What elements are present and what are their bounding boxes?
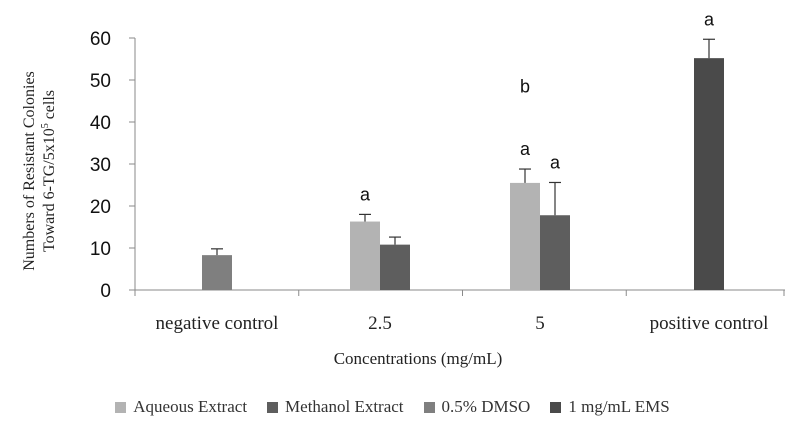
x-tick-label: 5 [535,313,545,334]
y-axis-label: Numbers of Resistant Colonies Toward 6-TG… [21,71,58,271]
y-tick-label: 60 [90,29,111,50]
y-tick-label: 10 [90,239,111,260]
bar [202,255,232,290]
legend-item: Aqueous Extract [115,397,247,417]
legend-item: Methanol Extract [267,397,404,417]
y-axis-label-line1: Numbers of Resistant Colonies [21,71,38,271]
bar [510,182,540,290]
legend-item: 1 mg/mL EMS [550,397,670,417]
legend-swatch [115,401,127,413]
legend-label: 1 mg/mL EMS [568,397,670,416]
legend: Aqueous Extract Methanol Extract 0.5% DMSO… [0,394,785,420]
bar [540,215,570,290]
y-axis-label-line2: Toward 6-TG/5x105 cells [40,90,58,252]
data-label: a [550,152,561,172]
bar [350,221,380,290]
chart: Numbers of Resistant Colonies Toward 6-TG… [21,9,785,368]
data-label: a [360,184,371,204]
y-tick-label: 0 [100,281,111,302]
legend-label: 0.5% DMSO [441,397,531,416]
legend-item: 0.5% DMSO [423,397,531,417]
x-axis-label: Concentrations (mg/mL) [334,349,503,368]
bar [694,58,724,290]
x-tick-label: 2.5 [368,313,392,334]
legend-swatch [423,401,435,413]
legend-label: Methanol Extract [285,397,404,416]
data-label: a [520,139,531,159]
bar [380,244,410,290]
legend-swatch [550,401,562,413]
data-label: a [704,9,715,29]
legend-swatch [267,401,279,413]
x-tick-label: positive control [650,313,769,334]
y-tick-label: 30 [90,155,111,176]
y-tick-label: 50 [90,71,111,92]
legend-label: Aqueous Extract [133,397,248,416]
axes: 0 10 20 30 40 50 60 [90,29,785,302]
y-tick-label: 20 [90,197,111,218]
x-tick-label: negative control [156,313,279,334]
y-tick-label: 40 [90,113,111,134]
x-tick-labels: negative control 2.5 5 positive control [156,313,769,334]
annotation-label: b [520,77,530,97]
